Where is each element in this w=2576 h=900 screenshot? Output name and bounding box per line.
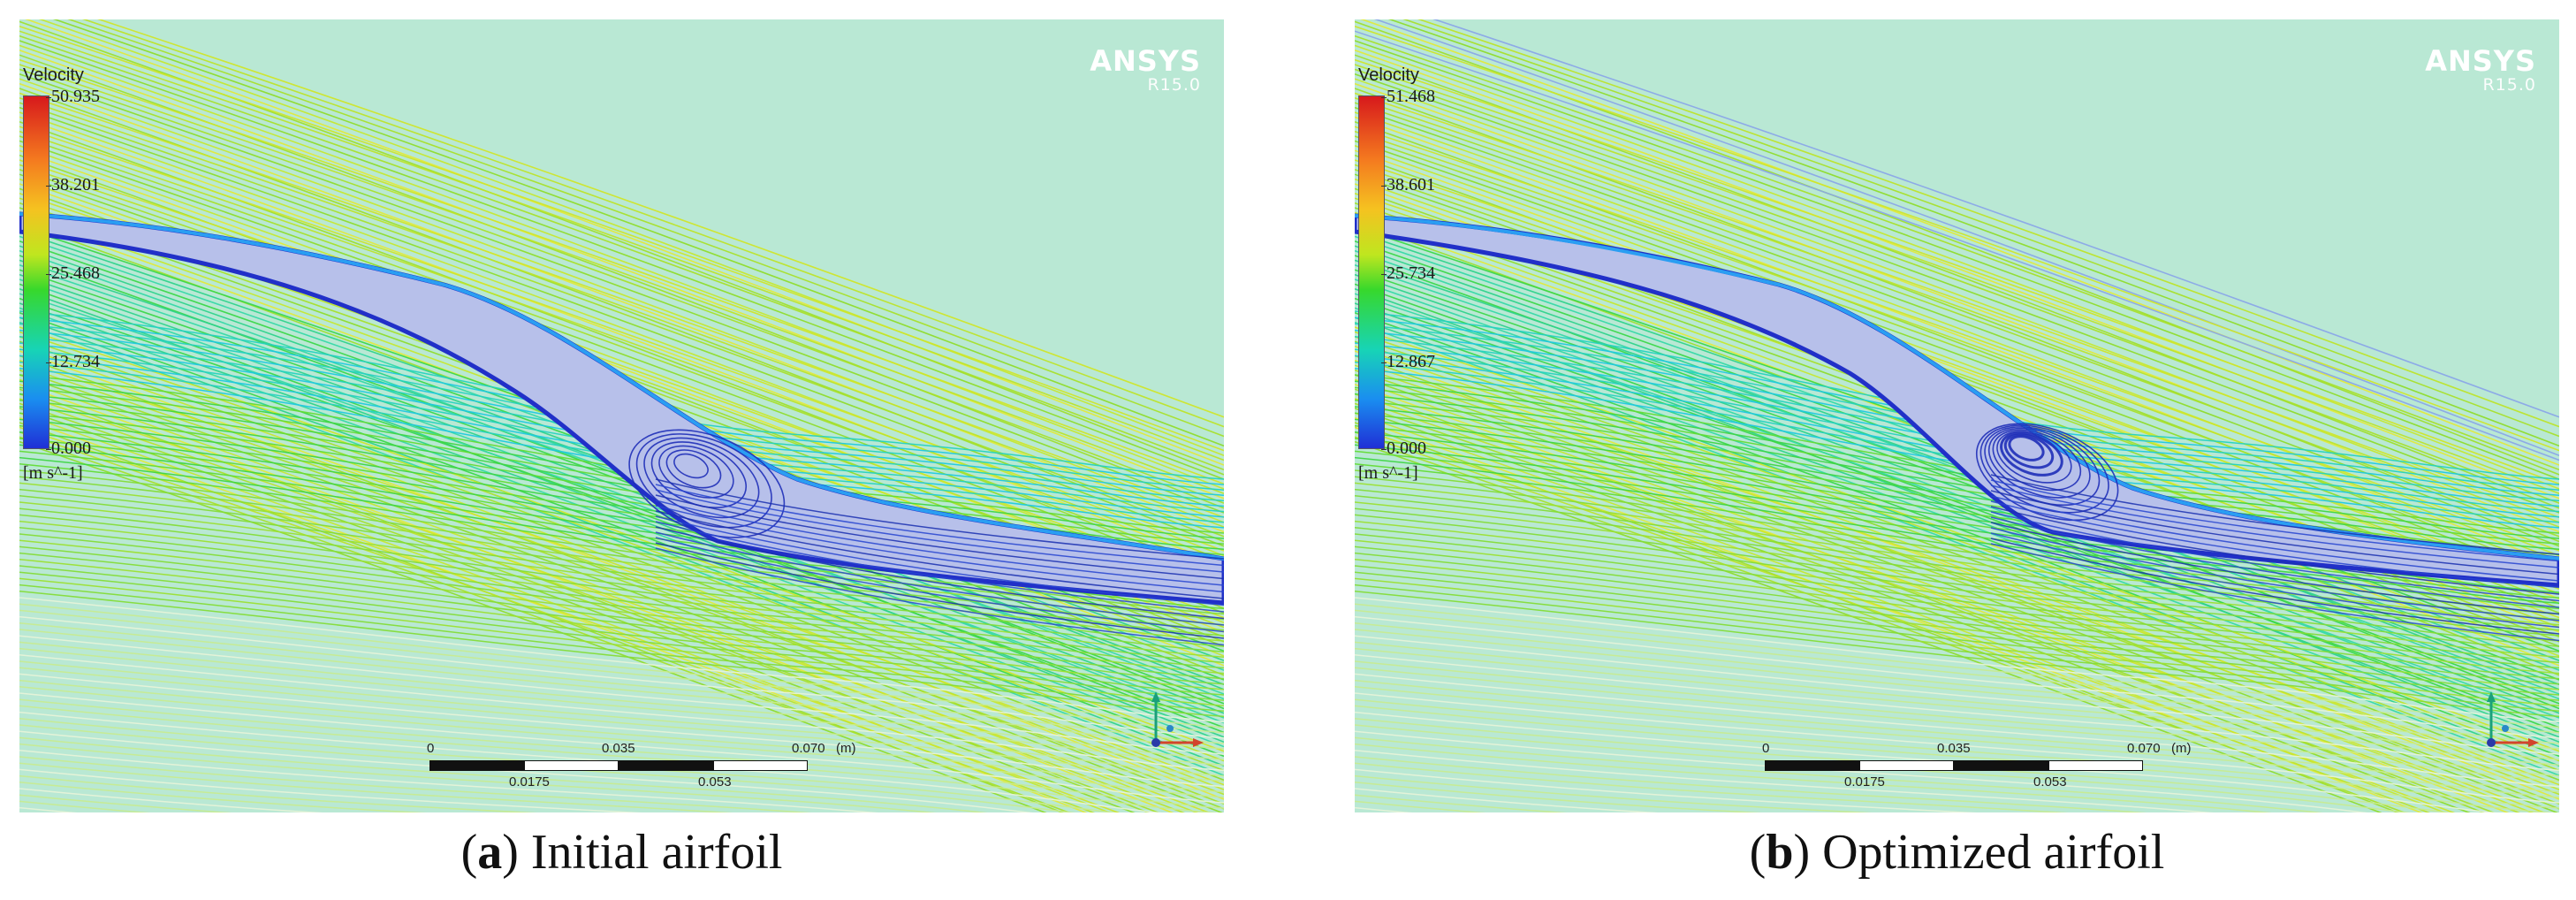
legend-tick: 0.000: [46, 439, 91, 458]
scale-bar: 0 0.035 0.070 (m) 0.0175 0.053: [1762, 741, 2192, 794]
legend-title: Velocity: [23, 65, 84, 85]
scale-label: 0.070: [792, 741, 825, 756]
caption-optimized-airfoil: (b) Optimized airfoil: [1749, 825, 2165, 880]
scale-unit: (m): [2171, 741, 2192, 756]
legend-tick: 12.734: [46, 352, 100, 371]
ansys-logo: ANSYS R15.0: [2425, 44, 2536, 95]
scale-label: 0.053: [2033, 774, 2067, 789]
velocity-color-bar: [23, 95, 49, 449]
scale-label: 0.035: [1937, 741, 1971, 756]
legend-tick: 51.468: [1381, 87, 1435, 106]
streamline-field: [19, 19, 1224, 812]
scale-label: 0.0175: [1844, 774, 1885, 789]
scale-unit: (m): [836, 741, 856, 756]
scale-label: 0: [427, 741, 435, 756]
scale-bar: 0 0.035 0.070 (m) 0.0175 0.053: [427, 741, 856, 794]
legend-title: Velocity: [1358, 65, 1419, 85]
axis-triad-icon: [2487, 691, 2539, 747]
velocity-color-bar: [1358, 95, 1385, 449]
scale-label: 0.0175: [509, 774, 550, 789]
legend-unit: [m s^-1]: [23, 463, 83, 483]
legend-tick: 25.734: [1381, 263, 1435, 283]
cfd-panel-optimized: ANSYS R15.0 Velocity 51.468 38.601 25.73…: [1355, 19, 2559, 812]
axis-triad-icon: [1151, 691, 1204, 747]
legend-tick: 50.935: [46, 87, 100, 106]
legend-tick: 12.867: [1381, 352, 1435, 371]
legend-tick: 38.201: [46, 175, 100, 194]
scale-label: 0.053: [698, 774, 732, 789]
cfd-panel-initial: ANSYS R15.0 Velocity 50.935 38.201 25.46…: [19, 19, 1224, 812]
scale-label: 0.070: [2127, 741, 2161, 756]
streamline-field: [1355, 19, 2559, 812]
scale-label: 0: [1762, 741, 1770, 756]
legend-tick: 38.601: [1381, 175, 1435, 194]
ansys-logo: ANSYS R15.0: [1090, 44, 1201, 95]
caption-initial-airfoil: (a) Initial airfoil: [460, 825, 783, 880]
legend-tick: 25.468: [46, 263, 100, 283]
legend-unit: [m s^-1]: [1358, 463, 1418, 483]
scale-label: 0.035: [602, 741, 635, 756]
legend-tick: 0.000: [1381, 439, 1426, 458]
